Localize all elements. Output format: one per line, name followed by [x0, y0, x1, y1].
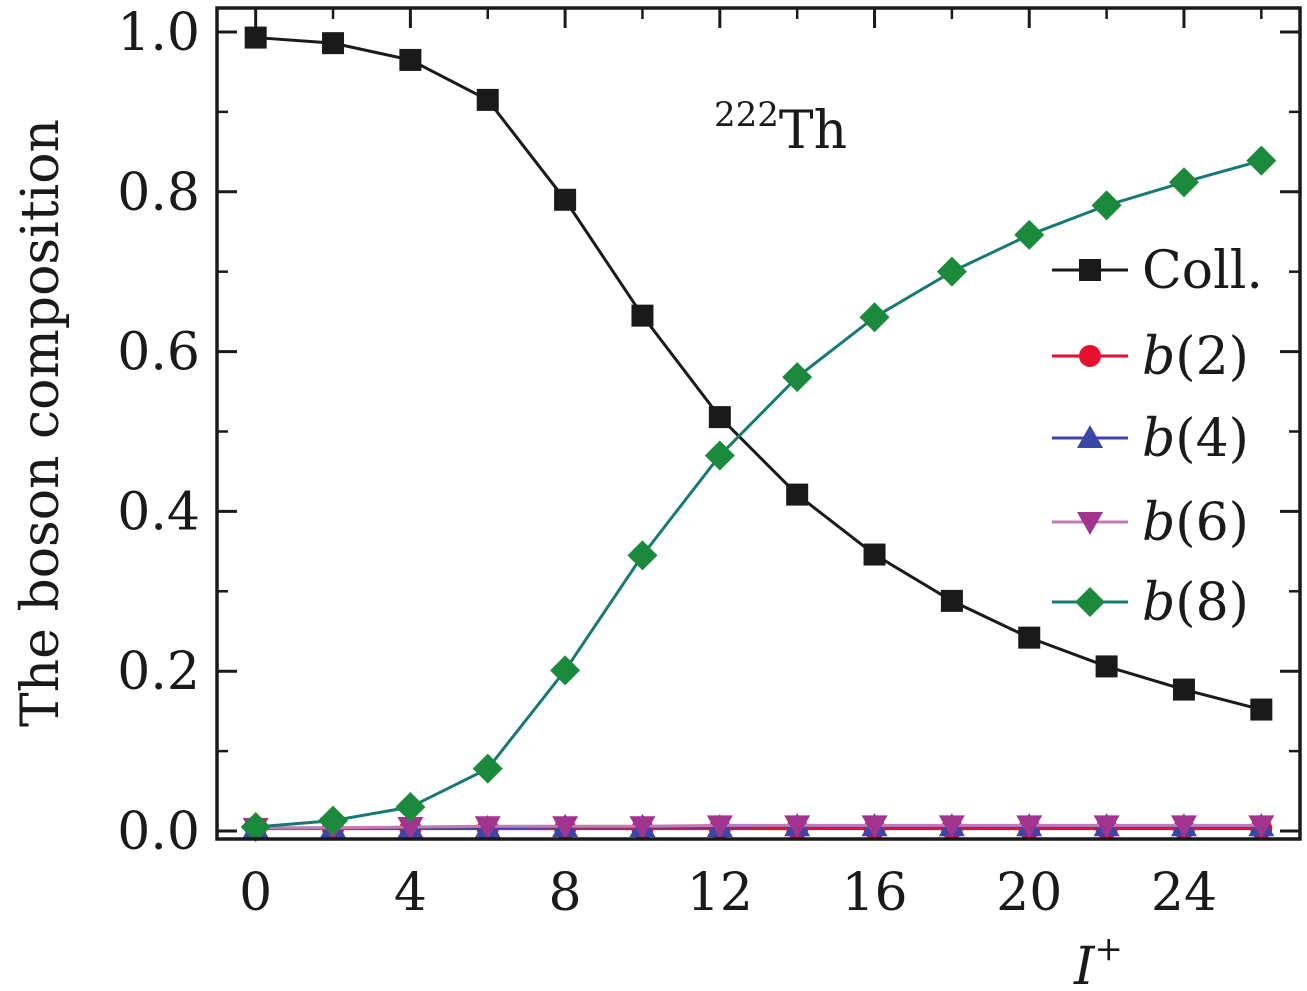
y-tick-label: 1.0 — [117, 3, 200, 63]
data-point-3 — [629, 816, 656, 840]
data-point-4 — [1014, 219, 1045, 250]
data-point-0 — [244, 26, 267, 49]
legend-swatch-marker — [1079, 259, 1101, 281]
data-series — [240, 26, 1277, 843]
x-tick-label: 4 — [394, 863, 427, 923]
x-axis-title-main: I — [1073, 937, 1096, 991]
y-tick-label: 0.4 — [117, 482, 200, 542]
data-point-3 — [1093, 815, 1120, 839]
data-point-4 — [550, 655, 581, 686]
legend-label-index: (2) — [1175, 327, 1249, 387]
data-point-4 — [859, 302, 890, 333]
data-point-3 — [474, 816, 501, 840]
series-line-4 — [255, 159, 1262, 829]
data-point-0 — [1172, 678, 1195, 701]
y-tick-label: 0.2 — [117, 642, 200, 702]
legend-label-symbol: b — [1142, 409, 1175, 469]
legend-entry-4: b(8) — [1052, 573, 1249, 633]
legend-entry-1: b(2) — [1052, 327, 1249, 387]
data-point-0 — [554, 188, 577, 211]
legend-label: Coll. — [1142, 241, 1263, 301]
legend-swatch-marker — [1077, 512, 1103, 535]
data-point-4 — [704, 440, 735, 471]
y-tick-label: 0.0 — [117, 802, 200, 862]
nucleus-element: Th — [779, 101, 847, 161]
x-tick-label: 8 — [549, 863, 582, 923]
data-point-0 — [863, 543, 886, 566]
series-line-0 — [255, 36, 1262, 712]
data-point-4 — [627, 540, 658, 571]
legend-label-symbol: b — [1142, 327, 1175, 387]
legend-entry-0: Coll. — [1052, 241, 1263, 301]
data-point-3 — [397, 817, 424, 841]
data-point-3 — [1248, 815, 1275, 839]
data-point-4 — [318, 805, 349, 836]
data-point-0 — [1095, 655, 1118, 678]
legend-label-index: (4) — [1175, 409, 1249, 469]
data-point-3 — [552, 816, 579, 840]
nucleus-mass-number: 222 — [714, 95, 779, 135]
data-point-0 — [786, 483, 809, 506]
legend-label: b(6) — [1142, 493, 1249, 553]
plot-frame — [215, 6, 1302, 841]
data-point-3 — [861, 815, 888, 839]
x-tick-label: 0 — [239, 863, 272, 923]
data-point-0 — [399, 48, 422, 71]
series-line-3 — [255, 823, 1262, 830]
x-axis-title-sup: + — [1095, 929, 1124, 969]
legend-label: b(8) — [1142, 573, 1249, 633]
data-point-4 — [1168, 167, 1199, 198]
data-point-4 — [1091, 190, 1122, 221]
legend-swatch-marker — [1079, 345, 1101, 367]
x-tick-label: 20 — [996, 863, 1062, 923]
legend-label-index: (6) — [1175, 493, 1249, 553]
legend-swatch-marker — [1077, 425, 1103, 448]
data-point-0 — [940, 589, 963, 612]
legend-label: b(4) — [1142, 409, 1249, 469]
data-point-4 — [472, 753, 503, 784]
data-point-4 — [782, 362, 813, 393]
legend-swatch-marker — [1075, 587, 1105, 617]
data-point-4 — [936, 256, 967, 287]
series-4 — [240, 145, 1277, 843]
data-point-3 — [784, 815, 811, 839]
data-point-4 — [240, 812, 271, 843]
data-point-0 — [1018, 626, 1041, 649]
x-tick-label: 24 — [1151, 863, 1217, 923]
x-tick-label: 16 — [841, 863, 907, 923]
data-point-4 — [1246, 145, 1277, 176]
legend-label-symbol: b — [1142, 493, 1175, 553]
data-point-0 — [1250, 698, 1273, 721]
data-point-0 — [708, 406, 731, 429]
legend-entry-2: b(4) — [1052, 409, 1249, 469]
x-tick-label: 12 — [687, 863, 753, 923]
data-point-3 — [1170, 815, 1197, 839]
nucleus-annotation: 222Th — [714, 95, 847, 161]
y-tick-labels: 0.0 0.2 0.4 0.6 0.8 1.0 — [117, 3, 200, 862]
y-tick-label: 0.6 — [117, 323, 200, 383]
legend-label-index: (8) — [1175, 573, 1249, 633]
legend: Coll.b(2)b(4)b(6)b(8) — [1052, 241, 1263, 633]
data-point-3 — [938, 815, 965, 839]
data-point-0 — [631, 304, 654, 327]
data-point-0 — [476, 88, 499, 111]
y-tick-label: 0.8 — [117, 163, 200, 223]
data-point-4 — [395, 792, 426, 823]
y-axis-title: The boson composition — [11, 119, 71, 727]
data-point-0 — [322, 32, 345, 55]
x-axis-title: I+ — [1073, 929, 1123, 991]
data-point-3 — [706, 815, 733, 839]
series-0 — [244, 26, 1273, 721]
x-tick-labels: 0 4 8 12 16 20 24 — [239, 863, 1217, 923]
data-point-3 — [1016, 815, 1043, 839]
legend-entry-3: b(6) — [1052, 493, 1249, 553]
legend-label: b(2) — [1142, 327, 1249, 387]
legend-label-symbol: b — [1142, 573, 1175, 633]
